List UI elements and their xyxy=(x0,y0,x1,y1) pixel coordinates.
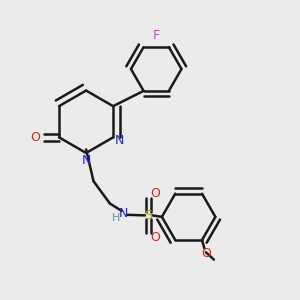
Text: N: N xyxy=(115,134,124,147)
Text: H: H xyxy=(112,213,120,223)
Text: O: O xyxy=(150,187,160,200)
Text: N: N xyxy=(81,154,91,167)
Text: N: N xyxy=(118,207,128,220)
Text: F: F xyxy=(153,29,160,42)
Text: S: S xyxy=(145,209,152,222)
Text: O: O xyxy=(30,131,40,144)
Text: O: O xyxy=(150,231,160,244)
Text: O: O xyxy=(201,247,211,260)
